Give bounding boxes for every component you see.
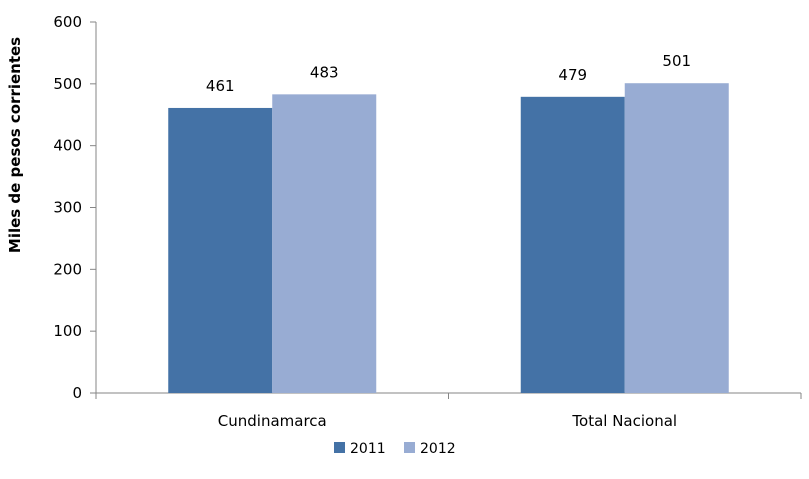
bars [168, 83, 729, 394]
data-label: 461 [206, 77, 235, 95]
y-tick-label: 200 [53, 260, 82, 278]
y-tick-label: 100 [53, 322, 82, 340]
legend-swatch [334, 442, 345, 453]
bar [168, 107, 273, 393]
y-axis-label: Miles de pesos corrientes [6, 37, 24, 253]
data-label: 501 [662, 52, 691, 70]
legend-label: 2012 [420, 441, 456, 457]
y-tick-label: 600 [53, 13, 82, 31]
bar [624, 83, 729, 393]
y-tick-label: 0 [72, 384, 82, 402]
bar [520, 96, 625, 394]
legend-swatch [404, 442, 415, 453]
axes: 0 100 200 300 400 500 600 Cundinamarca Total Nac… [53, 13, 802, 430]
x-tick-label: Cundinamarca [218, 412, 327, 430]
y-tick-label: 300 [53, 199, 82, 217]
data-label: 483 [310, 63, 339, 81]
data-label: 479 [558, 66, 587, 84]
y-tick-label: 500 [53, 75, 82, 93]
y-tick-label: 400 [53, 137, 82, 155]
bar [272, 94, 377, 393]
x-tick-label: Total Nacional [571, 412, 677, 430]
legend: 2011 2012 [334, 441, 456, 457]
data-labels: 461 483 479 501 [206, 52, 691, 95]
legend-label: 2011 [350, 441, 386, 457]
